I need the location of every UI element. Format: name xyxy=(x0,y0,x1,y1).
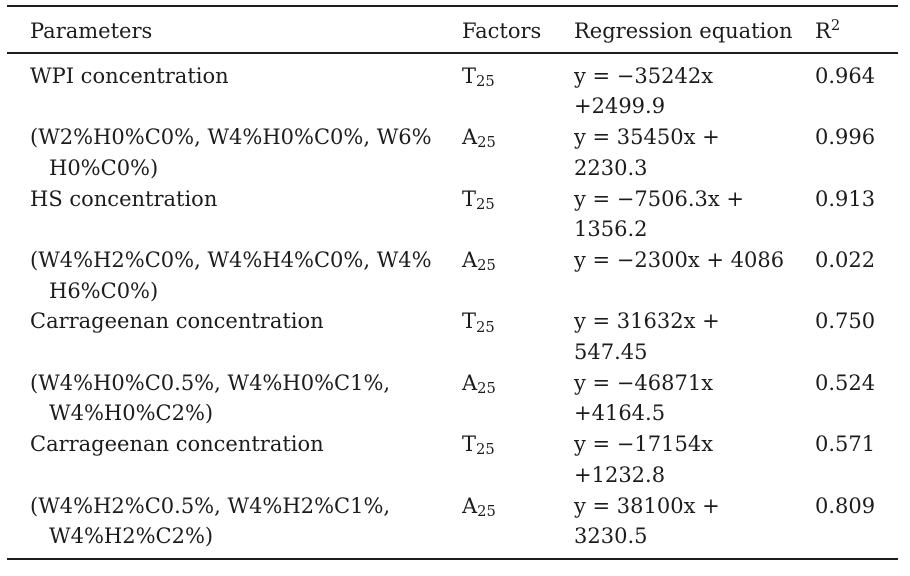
r-squared-cell: 0.524 xyxy=(815,370,876,395)
parameters-cell: (W2%H0%C0%, W4%H0%C0%, W6% H0%C0%) xyxy=(30,125,432,180)
parameters-cell: WPI concentration xyxy=(30,63,229,88)
col-header-factors: Factors xyxy=(462,6,574,54)
r-squared-exponent: 2 xyxy=(830,16,841,34)
factor-cell: A25 xyxy=(462,245,574,306)
factor-cell: T25 xyxy=(462,53,574,122)
parameters-cell: HS concentration xyxy=(30,186,218,211)
r-squared-cell: 0.022 xyxy=(815,247,876,272)
col-header-r-squared: R2 xyxy=(815,6,898,54)
factor-subscript: 25 xyxy=(477,257,496,275)
table-row: (W2%H0%C0%, W4%H0%C0%, W6% H0%C0%) A25 y … xyxy=(7,122,898,183)
factor-subscript: 25 xyxy=(476,72,495,90)
factor-subscript: 25 xyxy=(476,318,495,336)
table-header: Parameters Factors Regression equation R… xyxy=(7,6,898,54)
col-header-parameters: Parameters xyxy=(7,6,462,54)
r-squared-cell: 0.809 xyxy=(815,493,876,518)
r-squared-cell: 0.964 xyxy=(815,63,876,88)
table-row: (W4%H0%C0.5%, W4%H0%C1%, W4%H0%C2%) A25 y… xyxy=(7,368,898,429)
factor-base: A xyxy=(462,247,478,272)
factor-base: T xyxy=(462,309,477,334)
regression-equation-cell: y = 31632x +547.45 xyxy=(574,309,720,365)
r-squared-cell: 0.750 xyxy=(815,309,876,334)
factor-subscript: 25 xyxy=(476,195,495,213)
table-row: Carrageenan concentration T25 y = 31632x… xyxy=(7,306,898,367)
regression-equation-cell: y = −35242x +2499.9 xyxy=(574,63,714,119)
r-squared-cell: 0.996 xyxy=(815,125,876,150)
regression-equation-cell: y = −7506.3x +1356.2 xyxy=(574,186,744,242)
factor-subscript: 25 xyxy=(477,134,496,152)
factor-cell: A25 xyxy=(462,368,574,429)
table-row: Carrageenan concentration T25 y = −17154… xyxy=(7,429,898,490)
factor-base: T xyxy=(462,63,477,88)
factor-base: A xyxy=(462,493,478,518)
factor-cell: T25 xyxy=(462,184,574,245)
factor-cell: T25 xyxy=(462,429,574,490)
col-header-regression-equation: Regression equation xyxy=(574,6,815,54)
factor-base: T xyxy=(462,432,477,457)
r-squared-base: R xyxy=(815,19,831,43)
factor-base: A xyxy=(462,125,478,150)
regression-equation-cell: y = 35450x +2230.3 xyxy=(574,125,720,180)
factor-base: T xyxy=(462,186,477,211)
table-row: (W4%H2%C0%, W4%H4%C0%, W4% H6%C0%) A25 y … xyxy=(7,245,898,306)
factor-subscript: 25 xyxy=(477,379,496,397)
factor-base: A xyxy=(462,370,478,395)
parameters-cell: (W4%H0%C0.5%, W4%H0%C1%, W4%H0%C2%) xyxy=(30,370,391,426)
header-row: Parameters Factors Regression equation R… xyxy=(7,6,898,54)
factor-cell: A25 xyxy=(462,122,574,183)
table-row: HS concentration T25 y = −7506.3x +1356.… xyxy=(7,184,898,245)
r-squared-cell: 0.571 xyxy=(815,432,876,457)
table-body: WPI concentration T25 y = −35242x +2499.9… xyxy=(7,53,898,559)
table-row: WPI concentration T25 y = −35242x +2499.9… xyxy=(7,53,898,122)
factor-cell: A25 xyxy=(462,491,574,559)
regression-table: Parameters Factors Regression equation R… xyxy=(7,5,898,560)
parameters-cell: (W4%H2%C0%, W4%H4%C0%, W4% H6%C0%) xyxy=(30,247,432,303)
regression-table-page: Parameters Factors Regression equation R… xyxy=(0,5,910,576)
regression-equation-cell: y = 38100x +3230.5 xyxy=(574,493,720,549)
factor-subscript: 25 xyxy=(476,441,495,459)
parameters-cell: (W4%H2%C0.5%, W4%H2%C1%, W4%H2%C2%) xyxy=(30,493,391,549)
factor-cell: T25 xyxy=(462,306,574,367)
regression-equation-cell: y = −17154x +1232.8 xyxy=(574,432,714,487)
parameters-cell: Carrageenan concentration xyxy=(30,309,324,334)
table-row: (W4%H2%C0.5%, W4%H2%C1%, W4%H2%C2%) A25 y… xyxy=(7,491,898,559)
regression-equation-cell: y = −46871x +4164.5 xyxy=(574,370,714,426)
regression-equation-cell: y = −2300x + 4086 xyxy=(574,247,785,272)
r-squared-cell: 0.913 xyxy=(815,186,876,211)
factor-subscript: 25 xyxy=(477,502,496,520)
parameters-cell: Carrageenan concentration xyxy=(30,432,324,457)
